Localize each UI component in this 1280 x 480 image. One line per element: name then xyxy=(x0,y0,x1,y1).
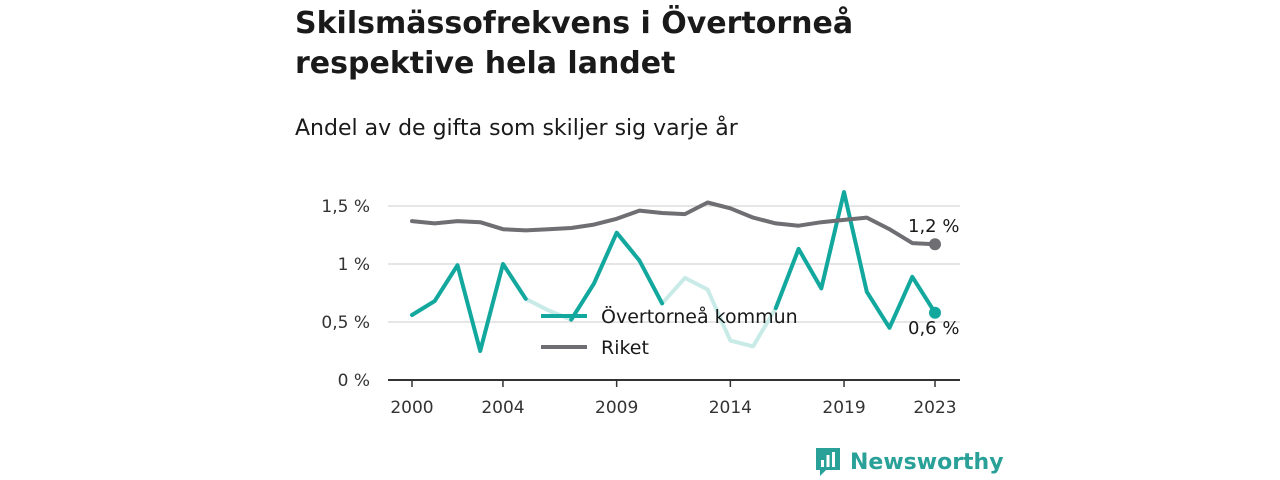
legend-label: Övertorneå kommun xyxy=(601,305,798,328)
series-line-kommun xyxy=(410,262,528,353)
y-tick-label: 0,5 % xyxy=(321,313,370,333)
legend-label: Riket xyxy=(601,337,649,359)
end-labels: 1,2 % 0,6 % xyxy=(908,216,959,339)
gridlines xyxy=(388,205,960,381)
series-line-kommun xyxy=(773,190,937,330)
x-tick-label: 2009 xyxy=(595,398,638,418)
end-point-riket xyxy=(929,238,941,251)
series-line-riket xyxy=(410,200,937,247)
y-tick-label: 0 % xyxy=(338,371,370,391)
series-line-kommun xyxy=(569,230,665,322)
y-tick-label: 1 % xyxy=(338,255,370,275)
x-tick-label: 2023 xyxy=(913,398,956,418)
end-label-kommun: 0,6 % xyxy=(908,318,959,339)
chart-subtitle: Andel av de gifta som skiljer sig varje … xyxy=(295,116,738,141)
end-label-riket: 1,2 % xyxy=(908,216,959,237)
x-tick-label: 2004 xyxy=(481,398,524,418)
x-axis-ticks: 2000 2004 2009 2014 2019 2023 xyxy=(390,380,957,418)
bar-chart-speech-bubble-icon xyxy=(816,448,840,476)
end-point-kommun xyxy=(929,306,941,319)
y-axis-ticks: 0 % 0,5 % 1 % 1,5 % xyxy=(321,197,370,391)
brand-logo: Newsworthy xyxy=(814,446,1004,478)
x-tick-label: 2019 xyxy=(822,398,865,418)
brand-name: Newsworthy xyxy=(850,449,1004,475)
x-tick-label: 2000 xyxy=(390,398,433,418)
y-tick-label: 1,5 % xyxy=(321,197,370,217)
chart-title: Skilsmässofrekvens i Övertorneå respekti… xyxy=(295,6,854,81)
series-layer xyxy=(410,190,941,353)
x-tick-label: 2014 xyxy=(709,398,752,418)
legend: Övertorneå kommun Riket xyxy=(541,305,798,359)
